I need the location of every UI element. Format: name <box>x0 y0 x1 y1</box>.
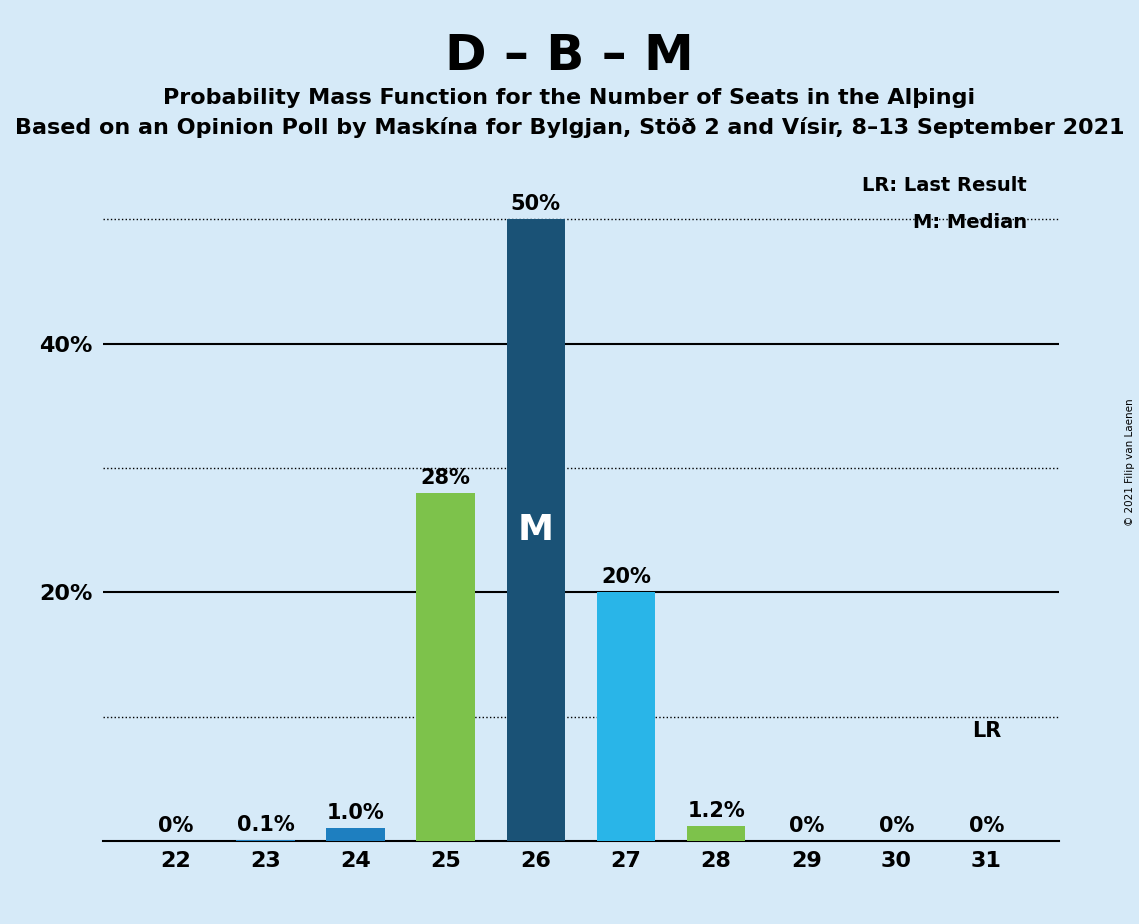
Text: 20%: 20% <box>601 567 650 588</box>
Text: 0%: 0% <box>878 816 913 836</box>
Text: 0%: 0% <box>157 816 192 836</box>
Bar <box>597 592 655 841</box>
Text: 0%: 0% <box>969 816 1005 836</box>
Text: D – B – M: D – B – M <box>445 32 694 80</box>
Text: LR: Last Result: LR: Last Result <box>862 176 1027 195</box>
Text: M: Median: M: Median <box>913 213 1027 232</box>
Text: 0%: 0% <box>788 816 823 836</box>
Text: LR: LR <box>972 722 1001 741</box>
Text: 28%: 28% <box>420 468 470 488</box>
Text: 1.0%: 1.0% <box>327 804 385 823</box>
Text: M: M <box>518 513 554 547</box>
Bar <box>687 826 745 841</box>
Text: 0.1%: 0.1% <box>237 815 294 834</box>
Bar <box>507 219 565 841</box>
Text: 50%: 50% <box>510 194 560 214</box>
Text: Based on an Opinion Poll by Maskína for Bylgjan, Stöð 2 and Vísir, 8–13 Septembe: Based on an Opinion Poll by Maskína for … <box>15 117 1124 139</box>
Bar <box>417 492 475 841</box>
Text: Probability Mass Function for the Number of Seats in the Alþingi: Probability Mass Function for the Number… <box>163 88 976 108</box>
Bar <box>236 840 295 841</box>
Bar <box>326 829 385 841</box>
Text: © 2021 Filip van Laenen: © 2021 Filip van Laenen <box>1125 398 1134 526</box>
Text: 1.2%: 1.2% <box>687 801 745 821</box>
